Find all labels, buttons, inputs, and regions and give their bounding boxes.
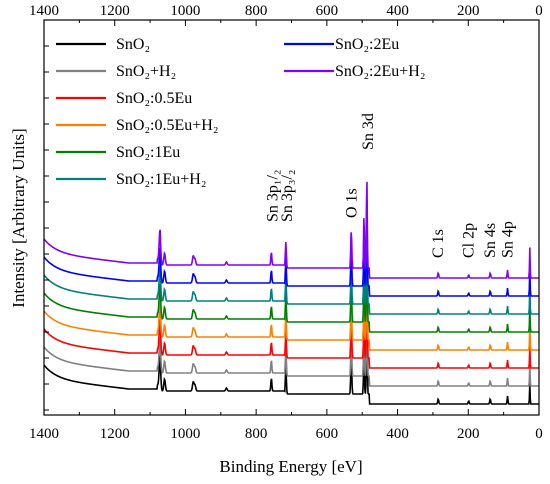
x-tick-label: 1400 (29, 426, 59, 442)
peak-label: Sn 3d (360, 113, 377, 150)
x-tick-label: 0 (535, 426, 543, 442)
y-axis-title: Intensity [Arbitrary Units] (9, 128, 28, 307)
peak-label: Sn 4s (482, 223, 499, 258)
x-axis-title: Binding Energy [eV] (219, 457, 362, 476)
peak-label: Sn 3p₁/₂ (264, 170, 281, 223)
x-tick-label-top: 1200 (100, 3, 130, 19)
legend-label: SnO₂:0.5Eu+H₂ (116, 117, 218, 134)
legend-label: SnO₂ (116, 36, 150, 53)
series-line (43, 181, 539, 279)
legend-label: SnO₂:0.5Eu (116, 90, 192, 107)
peak-label: C 1s (430, 229, 447, 258)
legend-label: SnO₂:2Eu+H₂ (335, 63, 425, 80)
legend-label: SnO₂:1Eu (116, 144, 180, 161)
x-tick-label-top: 600 (316, 3, 339, 19)
series-line (43, 271, 539, 369)
x-tick-label: 200 (457, 426, 480, 442)
peak-label: O 1s (343, 188, 360, 218)
peak-label: Sn 3p₃/₂ (279, 170, 296, 223)
axis-ticks: 1400 1400 1200 1200 1000 1000 800 800 600 600 400 4… (29, 3, 543, 442)
series-line (43, 217, 539, 315)
x-tick-label-top: 1400 (29, 3, 59, 19)
x-tick-label: 800 (245, 426, 268, 442)
series-line (43, 253, 539, 351)
x-tick-label-top: 400 (386, 3, 409, 19)
series-line (43, 199, 539, 297)
x-tick-label-top: 200 (457, 3, 480, 19)
x-tick-label: 1000 (170, 426, 200, 442)
peak-label: Sn 4p (500, 221, 517, 258)
series-line (43, 307, 539, 405)
x-tick-label-top: 1000 (170, 3, 200, 19)
x-tick-label: 600 (316, 426, 339, 442)
legend-label: SnO₂:2Eu (335, 36, 399, 53)
series-line (43, 235, 539, 333)
x-tick-label: 400 (386, 426, 409, 442)
legend: SnO₂ SnO₂+H₂ SnO₂:0.5Eu SnO₂:0.5Eu+H₂ SnO₂:1… (56, 36, 425, 188)
series-line (43, 289, 539, 387)
x-tick-label-top: 800 (245, 3, 268, 19)
legend-label: SnO₂+H₂ (116, 63, 176, 80)
peak-labels: Sn 3d O 1s Sn 3p₃/₂Sn 3p₁/₂ C 1s Cl 2p Sn 4s S… (264, 113, 516, 258)
peak-label: Cl 2p (461, 223, 478, 258)
spectra-curves (43, 181, 539, 405)
x-tick-label-top: 0 (535, 3, 543, 19)
x-tick-label: 1200 (100, 426, 130, 442)
legend-label: SnO₂:1Eu+H₂ (116, 171, 206, 188)
